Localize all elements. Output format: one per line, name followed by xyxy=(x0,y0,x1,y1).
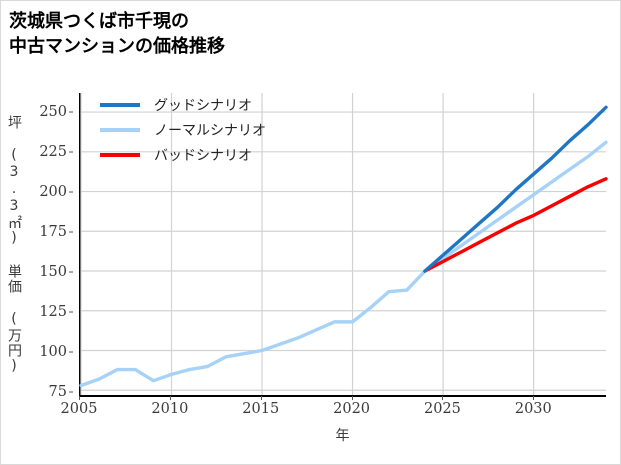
y-tick-mark xyxy=(69,351,73,353)
legend-color-swatch xyxy=(100,103,140,107)
y-tick-mark xyxy=(69,111,73,113)
y-tick-mark xyxy=(69,311,73,313)
data-series-layer xyxy=(81,93,606,395)
series-line xyxy=(425,107,606,271)
legend-color-swatch xyxy=(100,128,140,132)
x-tick-mark xyxy=(79,396,80,400)
legend-color-swatch xyxy=(100,153,140,157)
page-title: 茨城県つくば市千現の 中古マンションの価格推移 xyxy=(9,9,529,59)
gridlines xyxy=(81,93,606,395)
y-axis-ticks: 75 100 125 150 175 200 225 250 xyxy=(1,93,73,401)
x-tick-label: 2030 xyxy=(514,401,552,417)
y-tick-label: 75 xyxy=(48,384,67,401)
y-axis-label: 坪 (3.3㎡) 単価 (万円) xyxy=(3,93,25,397)
x-tick-mark xyxy=(533,396,535,400)
plot-area xyxy=(79,93,606,397)
series-line xyxy=(425,179,606,271)
legend-item-label: グッドシナリオ xyxy=(154,98,252,114)
chart-legend: グッドシナリオ ノーマルシナリオ バッドシナリオ xyxy=(100,97,266,164)
y-tick-mark xyxy=(69,231,73,233)
title-line-2: 中古マンションの価格推移 xyxy=(9,36,225,57)
x-tick-label: 2025 xyxy=(423,401,461,417)
y-tick-mark xyxy=(69,271,73,273)
y-tick-label: 100 xyxy=(39,344,67,361)
y-tick-label: 125 xyxy=(39,304,67,321)
legend-item-label: ノーマルシナリオ xyxy=(154,123,266,139)
legend-item[interactable]: バッドシナリオ xyxy=(100,147,266,164)
x-tick-label: 2015 xyxy=(242,401,280,417)
series-line xyxy=(81,142,606,385)
x-tick-mark xyxy=(169,396,171,400)
x-axis-label: 年 xyxy=(335,428,350,444)
y-tick-mark xyxy=(69,191,73,193)
title-line-1: 茨城県つくば市千現の xyxy=(9,11,189,32)
x-tick-label: 2020 xyxy=(333,401,371,417)
y-tick-label: 200 xyxy=(39,184,67,201)
y-tick-label: 150 xyxy=(39,264,67,281)
y-tick-label: 250 xyxy=(39,104,67,121)
y-tick-label: 175 xyxy=(39,224,67,241)
x-tick-label: 2010 xyxy=(151,401,189,417)
legend-item-label: バッドシナリオ xyxy=(154,148,252,164)
y-tick-mark xyxy=(69,391,73,393)
x-tick-label: 2005 xyxy=(60,401,98,417)
legend-item[interactable]: グッドシナリオ xyxy=(100,97,266,114)
legend-item[interactable]: ノーマルシナリオ xyxy=(100,122,266,139)
y-axis-label-text: 坪 (3.3㎡) 単価 (万円) xyxy=(6,115,22,375)
x-tick-mark xyxy=(260,396,262,400)
x-tick-mark xyxy=(442,396,444,400)
y-tick-label: 225 xyxy=(39,144,67,161)
x-tick-mark xyxy=(351,396,353,400)
y-tick-mark xyxy=(69,151,73,153)
x-axis-ticks: 2005 2010 2015 2020 2025 2030 xyxy=(61,396,606,423)
